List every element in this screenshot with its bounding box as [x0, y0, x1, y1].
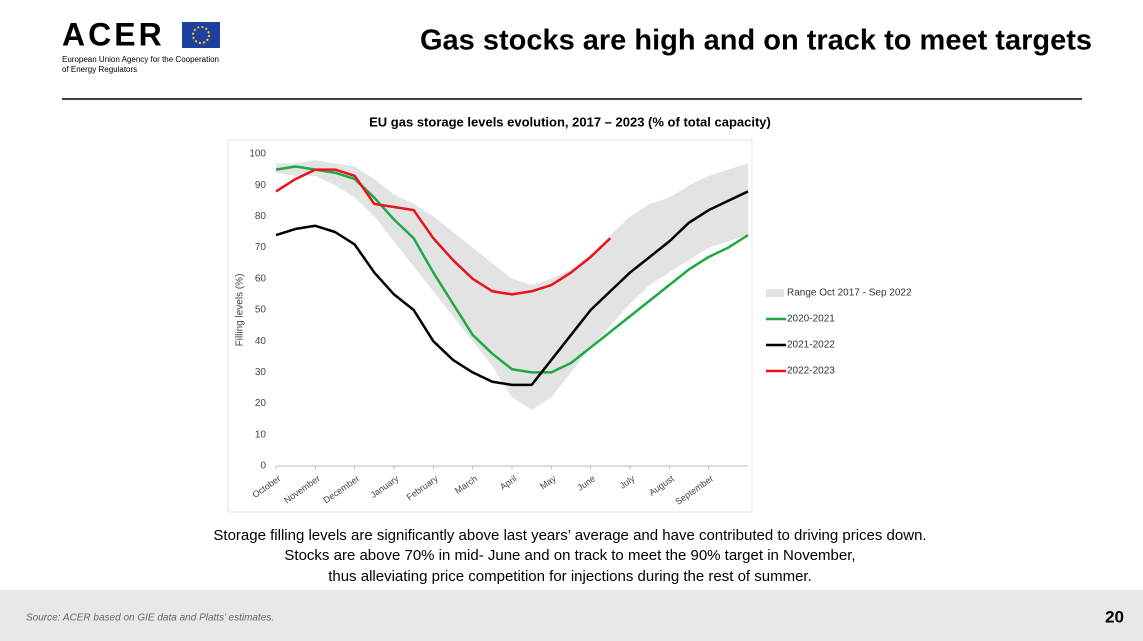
y-tick-label: 80 [255, 211, 267, 222]
y-axis-label: Filling levels (%) [235, 274, 246, 347]
x-tick-label: July [618, 473, 637, 491]
legend-label: 2021-2022 [787, 340, 835, 351]
x-tick-label: January [369, 473, 401, 500]
body-text: Storage filling levels are significantly… [213, 527, 926, 544]
agency-name: European Union Agency for the Cooperatio… [62, 55, 219, 64]
x-tick-label: November [282, 473, 322, 505]
x-tick-label: April [498, 473, 518, 492]
x-tick-label: June [575, 473, 597, 492]
y-tick-label: 30 [255, 367, 267, 378]
eu-stars [192, 26, 210, 44]
legend-label: 2020-2021 [787, 314, 835, 325]
eu-flag [182, 22, 220, 48]
range-band [276, 160, 748, 410]
series-line [275, 190, 749, 387]
x-tick-label: March [453, 473, 479, 496]
body-text: Stocks are above 70% in mid- June and on… [284, 547, 855, 564]
x-tick-label: September [673, 473, 715, 506]
plot-frame [227, 139, 753, 513]
source: Source: ACER based on GIE data and Platt… [26, 613, 274, 624]
page-number: 20 [1105, 607, 1124, 626]
x-tick-label: August [647, 473, 676, 498]
y-tick-label: 50 [255, 305, 267, 316]
x-tick-label: October [251, 473, 283, 500]
legend-label: 2022-2023 [787, 366, 835, 377]
logo: ACER [62, 16, 165, 52]
legend-label: Range Oct 2017 - Sep 2022 [787, 288, 912, 299]
x-tick-label: May [538, 473, 558, 491]
y-tick-label: 20 [255, 398, 267, 409]
chart-title: EU gas storage levels evolution, 2017 – … [369, 114, 771, 129]
series-line [275, 168, 612, 296]
series-line [275, 165, 749, 374]
y-tick-label: 70 [255, 242, 267, 253]
y-tick-label: 0 [260, 461, 266, 472]
y-tick-label: 40 [255, 336, 267, 347]
x-tick-label: February [405, 473, 441, 502]
y-tick-label: 60 [255, 273, 267, 284]
slide-title: Gas stocks are high and on track to meet… [420, 25, 1092, 57]
agency-name: of Energy Regulators [62, 65, 137, 74]
y-tick-label: 100 [249, 149, 266, 160]
footer-bar [0, 590, 1143, 641]
legend-swatch [766, 289, 784, 297]
body-text: thus alleviating price competition for i… [328, 568, 812, 585]
y-tick-label: 90 [255, 180, 267, 191]
x-tick-label: December [321, 473, 361, 505]
y-tick-label: 10 [255, 429, 267, 440]
